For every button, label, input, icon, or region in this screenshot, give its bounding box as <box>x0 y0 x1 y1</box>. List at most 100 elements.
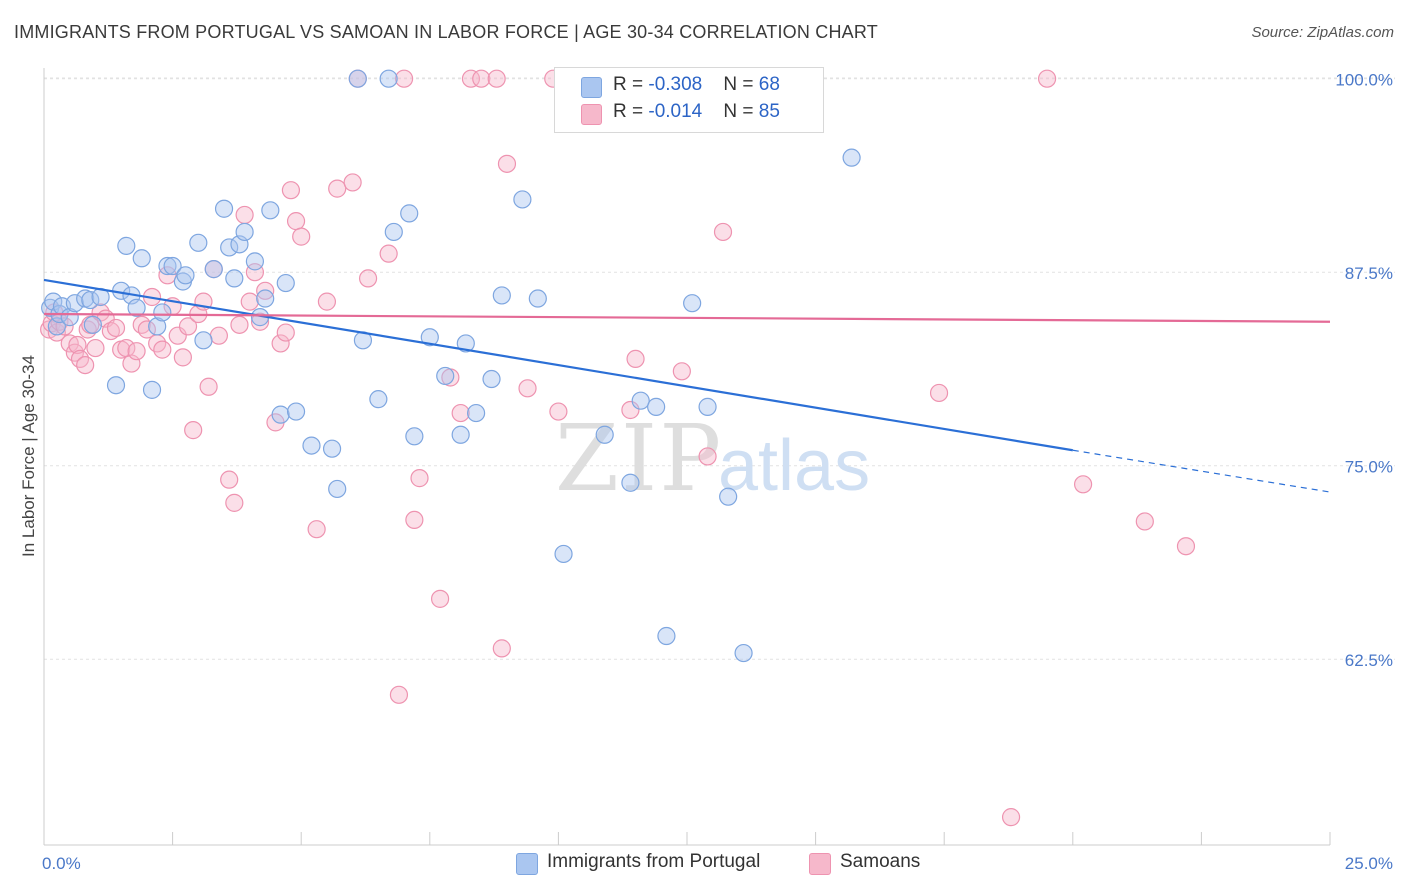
bottom-legend-swatch-portugal <box>516 853 538 875</box>
portugal-point <box>322 439 342 458</box>
samoans-point <box>60 334 79 353</box>
samoans-point <box>713 222 733 242</box>
legend-swatch-samoans <box>581 104 602 125</box>
legend-n-label: N = <box>723 101 759 122</box>
samoans-point <box>178 317 198 336</box>
samoans-point <box>225 493 244 512</box>
samoans-point <box>158 266 177 285</box>
watermark: ZIP atlas <box>555 405 870 512</box>
samoans-point <box>621 400 640 420</box>
samoans-point <box>292 227 311 246</box>
samoans-trend-line <box>43 312 1331 323</box>
samoans-point <box>328 179 347 198</box>
samoans-point <box>220 470 239 489</box>
portugal-point <box>492 286 511 305</box>
portugal-point <box>657 626 676 646</box>
portugal-points <box>41 69 861 663</box>
trend-lines <box>43 278 1331 493</box>
samoans-point <box>497 154 517 173</box>
portugal-point <box>176 266 195 285</box>
portugal-point <box>106 376 126 395</box>
samoans-point <box>626 349 645 369</box>
portugal-point <box>81 290 100 310</box>
legend-r-label: R = <box>613 74 649 95</box>
portugal-point <box>734 643 753 663</box>
samoans-point <box>276 323 295 342</box>
portugal-point <box>158 256 177 276</box>
samoans-point <box>184 421 203 440</box>
samoans-point <box>209 326 228 345</box>
portugal-point <box>513 190 532 209</box>
portugal-point <box>225 269 244 288</box>
legend-swatch-portugal <box>581 77 602 98</box>
portugal-point <box>276 273 295 293</box>
bottom-legend-label: Immigrants from Portugal <box>547 851 761 872</box>
portugal-point <box>220 238 239 257</box>
x-ticks <box>172 832 1331 845</box>
portugal-point <box>302 436 321 455</box>
portugal-point <box>132 249 151 268</box>
samoans-point <box>256 281 275 300</box>
samoans-point <box>235 205 254 225</box>
portugal-point <box>271 405 290 424</box>
portugal-point <box>379 69 398 88</box>
samoans-point <box>410 469 429 488</box>
samoans-point <box>549 402 568 421</box>
samoans-point <box>127 342 146 361</box>
portugal-point <box>148 317 167 336</box>
y-tick-label: 87.5% <box>1345 264 1393 283</box>
portugal-point <box>420 328 439 347</box>
samoans-point <box>389 685 409 704</box>
samoans-point <box>929 383 949 403</box>
y-tick-labels: 62.5% 75.0% 87.5% 100.0% <box>1335 71 1393 671</box>
portugal-point <box>256 289 275 308</box>
portugal-point <box>466 403 486 423</box>
samoans-point <box>430 589 450 608</box>
portugal-trend-line <box>43 278 1073 452</box>
portugal-point <box>719 487 738 506</box>
stats-legend: R = -0.308 N = 68 R = -0.014 N = 85 <box>554 67 824 133</box>
bottom-legend-label: Samoans <box>840 851 921 872</box>
y-tick-label: 100.0% <box>1335 71 1393 90</box>
samoans-point <box>358 269 378 288</box>
y-tick-label: 75.0% <box>1345 458 1393 477</box>
portugal-point <box>482 369 501 389</box>
legend-r-value: -0.308 <box>648 74 703 95</box>
samoans-point <box>199 377 218 396</box>
samoans-point <box>1176 537 1196 556</box>
samoans-point <box>1001 808 1021 827</box>
portugal-point <box>842 148 861 167</box>
samoans-point <box>405 510 424 530</box>
watermark-atlas: atlas <box>718 426 870 506</box>
samoans-point <box>168 326 187 345</box>
samoans-point <box>286 212 306 231</box>
samoans-point <box>518 379 537 398</box>
portugal-point <box>127 298 146 317</box>
samoans-point <box>317 292 337 311</box>
samoans-point <box>230 315 249 334</box>
portugal-point <box>595 425 614 444</box>
samoans-point <box>106 318 126 338</box>
x-tick-label: 0.0% <box>42 854 81 873</box>
samoans-point <box>698 447 717 466</box>
portugal-point <box>369 390 388 409</box>
portugal-point <box>451 425 470 444</box>
portugal-point <box>60 308 79 327</box>
portugal-point <box>245 252 265 271</box>
portugal-point <box>647 397 666 416</box>
samoans-point <box>307 520 326 539</box>
portugal-point <box>683 294 702 313</box>
samoans-point <box>672 362 691 381</box>
portugal-point <box>328 479 347 499</box>
samoans-point <box>281 181 301 200</box>
portugal-point <box>142 380 162 399</box>
bottom-legend-swatch-samoans <box>809 853 831 875</box>
samoans-point <box>86 338 105 358</box>
portugal-point <box>698 397 717 416</box>
portugal-point <box>405 427 424 446</box>
grid-lines <box>44 77 1395 660</box>
y-axis-label: In Labor Force | Age 30-34 <box>19 355 38 557</box>
legend-n-value: 85 <box>758 101 780 122</box>
portugal-point <box>436 366 455 386</box>
portugal-point <box>348 69 367 88</box>
